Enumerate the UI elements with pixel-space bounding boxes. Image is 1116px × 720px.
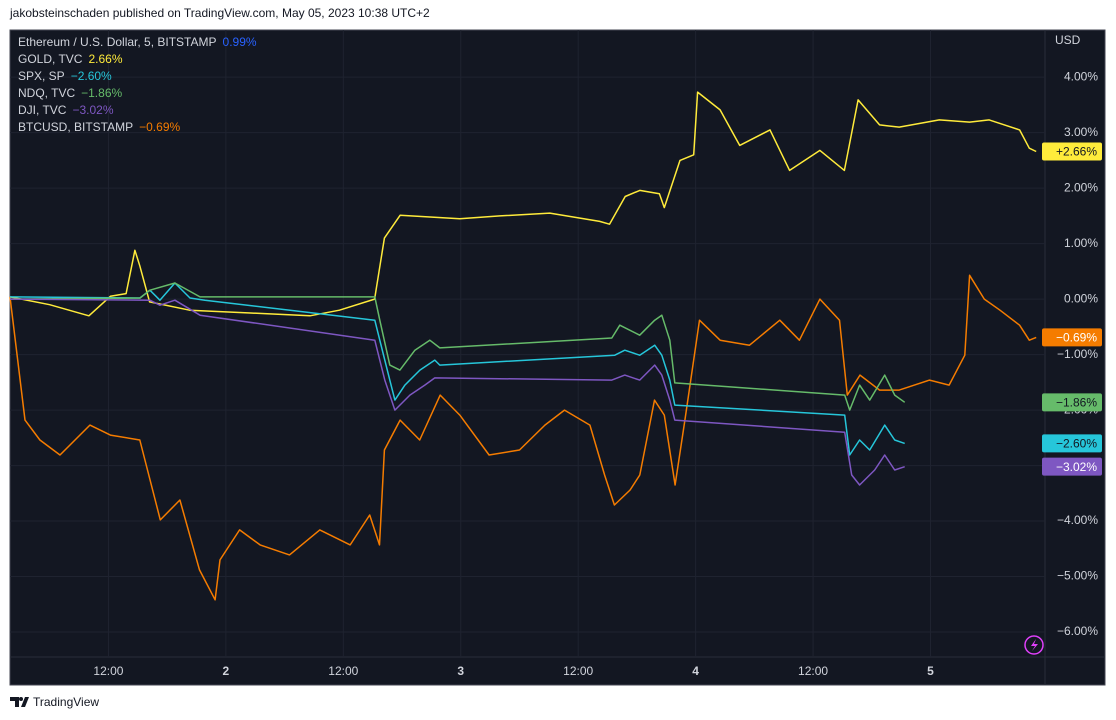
x-tick-label: 12:00 [798, 664, 828, 678]
legend-name: NDQ, TVC [18, 86, 75, 100]
price-badge-label: −0.69% [1056, 331, 1097, 345]
footer: TradingView [33, 695, 99, 709]
x-tick-label: 12:00 [563, 664, 593, 678]
legend-name: Ethereum / U.S. Dollar, 5, BITSTAMP [18, 35, 217, 49]
price-badge [1042, 142, 1102, 161]
price-badge-label: −2.60% [1056, 437, 1097, 451]
series-line [9, 91, 1037, 317]
series-line [9, 298, 905, 486]
price-badge [1042, 393, 1102, 412]
price-badges: +2.66% −2.60% −1.86% −3.02% −0.69% [1042, 142, 1102, 476]
legend-entry: DJI, TVC −3.02% [18, 103, 114, 117]
x-tick-label: 12:00 [328, 664, 358, 678]
y-tick-label: −6.00% [1057, 624, 1098, 638]
legend-name: BTCUSD, BITSTAMP [18, 120, 133, 134]
legend-value: −1.86% [81, 86, 122, 100]
unit-label: USD [1055, 33, 1081, 47]
legend-value: −0.69% [139, 120, 180, 134]
series-line [9, 282, 906, 411]
plot [9, 91, 1037, 601]
tradingview-logo[interactable] [10, 697, 29, 707]
x-tick-label: 2 [223, 664, 230, 678]
x-tick-label: 3 [457, 664, 464, 678]
price-badge [1042, 434, 1102, 453]
x-tick-label: 12:00 [93, 664, 123, 678]
legend-name: GOLD, TVC [18, 52, 83, 66]
legend-name: SPX, SP [18, 69, 65, 83]
legend-name: DJI, TVC [18, 103, 67, 117]
price-badge-label: +2.66% [1056, 145, 1097, 159]
legend-entry: BTCUSD, BITSTAMP −0.69% [18, 120, 180, 134]
lightning-icon[interactable] [1024, 635, 1044, 655]
y-tick-label: 0.00% [1064, 291, 1098, 305]
legend-entry: NDQ, TVC −1.86% [18, 86, 122, 100]
x-tick-label: 5 [927, 664, 934, 678]
y-tick-label: 4.00% [1064, 69, 1098, 83]
legend-entry: Ethereum / U.S. Dollar, 5, BITSTAMP 0.99% [18, 35, 257, 49]
legend-value: 0.99% [223, 35, 257, 49]
header: jakobsteinschaden published on TradingVi… [9, 6, 430, 20]
legend-entry: SPX, SP −2.60% [18, 69, 112, 83]
legend-value: 2.66% [88, 52, 122, 66]
y-tick-label: −4.00% [1057, 513, 1098, 527]
chart-background [9, 29, 1106, 686]
legend-value: −3.02% [72, 103, 113, 117]
y-tick-label: 1.00% [1064, 236, 1098, 250]
legend: Ethereum / U.S. Dollar, 5, BITSTAMP 0.99%… [18, 35, 257, 134]
x-tick-label: 4 [692, 664, 699, 678]
y-tick-label: 2.00% [1064, 180, 1098, 194]
y-tick-label: −1.00% [1057, 347, 1098, 361]
price-badge [1042, 328, 1102, 347]
legend-value: −2.60% [71, 69, 112, 83]
price-badge [1042, 457, 1102, 476]
series-line [9, 282, 905, 456]
legend-entry: GOLD, TVC 2.66% [18, 52, 123, 66]
price-badge-label: −1.86% [1056, 395, 1097, 409]
y-tick-label: 3.00% [1064, 125, 1098, 139]
price-badge-label: −3.02% [1056, 460, 1097, 474]
y-tick-label: −5.00% [1057, 569, 1098, 583]
